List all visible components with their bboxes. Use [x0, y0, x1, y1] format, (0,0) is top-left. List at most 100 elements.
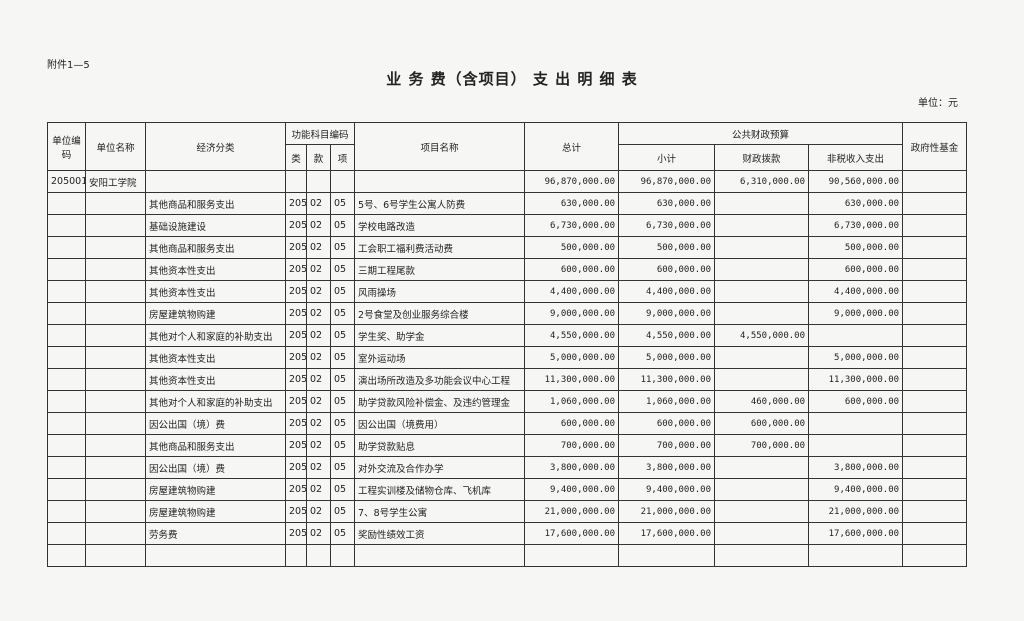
cell: 3,800,000.00 — [808, 456, 904, 479]
cell: 05 — [329, 280, 356, 303]
cell: 风雨操场 — [354, 280, 526, 303]
table-row: 其他资本性支出 205 02 05 室外运动场 5,000,000.00 5,000,000… — [47, 346, 968, 369]
table-row: 其他商品和服务支出 205 02 05 助学贷款贴息 700,000.00 700,000.… — [47, 434, 968, 457]
cell: 05 — [329, 324, 356, 347]
cell — [902, 500, 968, 523]
table-row: 其他商品和服务支出 205 02 05 5号、6号学生公寓人防费 630,000.00 63… — [47, 192, 968, 215]
cell: 学校电路改造 — [354, 214, 526, 237]
cell: 6,310,000.00 — [714, 170, 810, 193]
cell: 500,000.00 — [618, 236, 716, 259]
cell — [902, 324, 968, 347]
cell: 02 — [306, 434, 331, 457]
cell: 05 — [329, 434, 356, 457]
cell — [85, 456, 146, 479]
cell — [714, 258, 810, 281]
cell — [85, 390, 146, 413]
table-row: 房屋建筑物购建 205 02 05 工程实训楼及储物仓库、飞机库 9,400,000.00… — [47, 478, 968, 501]
cell — [902, 456, 968, 479]
table-row: 因公出国（境）费 205 02 05 因公出国（境费用） 600,000.00 600,00… — [47, 412, 968, 435]
cell — [808, 412, 904, 435]
cell: 205 — [285, 456, 307, 479]
cell — [85, 302, 146, 325]
cell — [354, 544, 526, 567]
cell: 205 — [285, 434, 307, 457]
cell: 05 — [329, 500, 356, 523]
unit: 单位：元 — [918, 98, 958, 109]
cell — [47, 258, 86, 281]
cell: 205 — [285, 390, 307, 413]
attachment: 附件1—5 — [47, 60, 90, 71]
cell — [85, 280, 146, 303]
cell: 02 — [306, 324, 331, 347]
cell — [902, 236, 968, 259]
cell: 7、8号学生公寓 — [354, 500, 526, 523]
cell — [902, 412, 968, 435]
cell: 其他对个人和家庭的补助支出 — [145, 390, 286, 413]
cell — [714, 236, 810, 259]
cell: 05 — [329, 412, 356, 435]
cell: 205 — [285, 280, 307, 303]
cell — [808, 434, 904, 457]
cell: 11,300,000.00 — [808, 368, 904, 391]
cell — [902, 544, 968, 567]
cell — [714, 500, 810, 523]
cell: 11,300,000.00 — [524, 368, 620, 391]
cell: 02 — [306, 258, 331, 281]
cell: 11,300,000.00 — [618, 368, 716, 391]
cell: 21,000,000.00 — [524, 500, 620, 523]
cell: 205 — [285, 324, 307, 347]
cell — [902, 522, 968, 545]
cell: 205 — [285, 522, 307, 545]
cell: 02 — [306, 456, 331, 479]
table-body: 205001 安阳工学院 96,870,000.00 96,870,000.00 6,3… — [47, 170, 968, 567]
cell: 5号、6号学生公寓人防费 — [354, 192, 526, 215]
cell — [714, 522, 810, 545]
table-row: 其他资本性支出 205 02 05 三期工程尾款 600,000.00 600,000.00… — [47, 258, 968, 281]
cell — [85, 412, 146, 435]
cell — [524, 544, 620, 567]
cell: 02 — [306, 214, 331, 237]
cell: 205 — [285, 258, 307, 281]
cell: 17,600,000.00 — [808, 522, 904, 545]
cell — [714, 456, 810, 479]
cell: 9,000,000.00 — [808, 302, 904, 325]
header-cell: 总计 — [524, 122, 620, 171]
cell — [47, 280, 86, 303]
cell — [145, 544, 286, 567]
cell: 02 — [306, 280, 331, 303]
cell: 600,000.00 — [714, 412, 810, 435]
cell: 02 — [306, 302, 331, 325]
cell — [306, 544, 331, 567]
cell: 02 — [306, 522, 331, 545]
cell: 9,400,000.00 — [808, 478, 904, 501]
cell: 700,000.00 — [618, 434, 716, 457]
cell: 205001 — [47, 170, 86, 193]
cell — [285, 544, 307, 567]
cell — [85, 434, 146, 457]
table-row: 其他商品和服务支出 205 02 05 工会职工福利费活动费 500,000.00 500,… — [47, 236, 968, 259]
cell: 9,400,000.00 — [524, 478, 620, 501]
cell — [47, 192, 86, 215]
cell: 21,000,000.00 — [618, 500, 716, 523]
cell: 6,730,000.00 — [524, 214, 620, 237]
cell — [902, 302, 968, 325]
cell: 05 — [329, 456, 356, 479]
header-cell: 功能科目编码 — [284, 122, 356, 145]
cell: 助学贷款风险补偿金、及违约管理金 — [354, 390, 526, 413]
cell — [47, 214, 86, 237]
cell: 205 — [285, 346, 307, 369]
cell — [47, 500, 86, 523]
cell: 安阳工学院 — [85, 170, 146, 193]
cell: 05 — [329, 302, 356, 325]
cell: 工程实训楼及储物仓库、飞机库 — [354, 478, 526, 501]
cell — [47, 346, 86, 369]
cell: 02 — [306, 368, 331, 391]
cell — [902, 390, 968, 413]
cell — [902, 258, 968, 281]
cell: 房屋建筑物购建 — [145, 302, 286, 325]
cell — [714, 192, 810, 215]
cell: 学生奖、助学金 — [354, 324, 526, 347]
cell: 05 — [329, 258, 356, 281]
cell — [47, 368, 86, 391]
cell — [714, 214, 810, 237]
